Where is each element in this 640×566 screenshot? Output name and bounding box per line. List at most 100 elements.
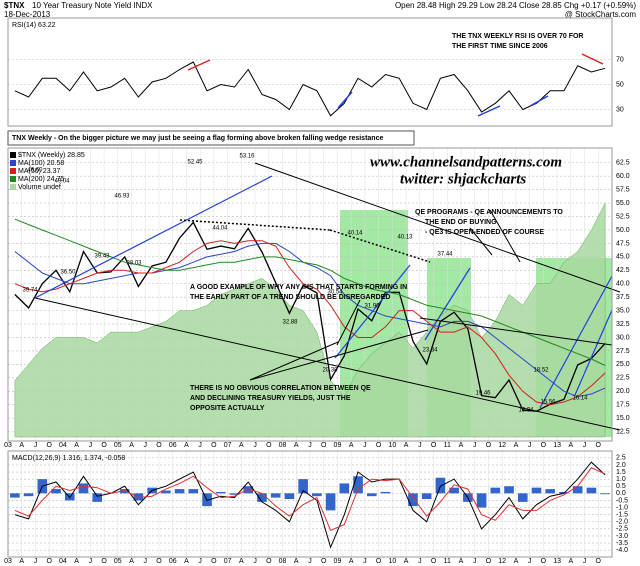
x-tick-label: J bbox=[528, 442, 532, 449]
note-box bbox=[7, 130, 415, 146]
histogram-bar bbox=[504, 486, 514, 494]
histogram-bar bbox=[51, 489, 61, 494]
x-tick-label: J bbox=[583, 558, 587, 565]
legend-swatch bbox=[10, 168, 16, 174]
point-label: 39.43 bbox=[94, 254, 110, 260]
histogram-bar bbox=[449, 487, 459, 494]
point-label: 37.44 bbox=[437, 252, 453, 258]
y-tick-label: 55.0 bbox=[616, 200, 630, 207]
annotation: - QE3 IS OPEN-ENDED OF COURSE bbox=[425, 229, 544, 236]
y-tick-label: 42.5 bbox=[616, 267, 630, 274]
point-label: 31.96 bbox=[364, 304, 380, 310]
trendlines bbox=[7, 53, 621, 431]
x-tick-label: 11 bbox=[444, 442, 451, 449]
x-tick-label: O bbox=[541, 558, 547, 565]
y-tick-label: 22.5 bbox=[616, 375, 630, 382]
histogram-bar bbox=[257, 493, 267, 502]
histogram-bar bbox=[243, 486, 254, 494]
x-tick-label: O bbox=[101, 558, 107, 565]
histogram-bar bbox=[78, 483, 89, 494]
point-label: 46.93 bbox=[114, 194, 130, 200]
line bbox=[14, 240, 606, 406]
x-tick-label: O bbox=[486, 442, 492, 449]
panel-frame bbox=[7, 147, 613, 442]
line bbox=[14, 242, 606, 398]
arrow bbox=[469, 227, 493, 256]
y-tick-label: 50.0 bbox=[616, 227, 630, 234]
plot bbox=[7, 59, 612, 557]
histogram-bar bbox=[215, 491, 226, 494]
x-tick-label: J bbox=[418, 558, 422, 565]
y-tick-label: 0.5 bbox=[616, 483, 626, 490]
date: 18-Dec-2013 bbox=[4, 10, 51, 19]
y-tick-label: 1.5 bbox=[616, 469, 626, 476]
y-tick-label: -4.0 bbox=[616, 547, 628, 554]
line bbox=[14, 61, 606, 117]
x-tick-label: 08 bbox=[279, 442, 287, 449]
histogram-bar bbox=[325, 493, 336, 511]
x-tick-label: 11 bbox=[444, 558, 451, 565]
x-tick-label: 12 bbox=[498, 442, 506, 449]
wedge-line bbox=[34, 297, 621, 431]
histogram-bar bbox=[161, 490, 171, 494]
legend-swatch bbox=[10, 176, 16, 182]
x-tick-label: 07 bbox=[224, 558, 232, 565]
histogram-bar bbox=[312, 493, 322, 497]
y-tick-label: 45.0 bbox=[616, 254, 630, 261]
x-tick-label: 08 bbox=[279, 558, 287, 565]
histogram-bar bbox=[531, 487, 542, 494]
histogram-bar bbox=[119, 489, 130, 494]
histogram-bar bbox=[92, 493, 103, 502]
histogram-bar bbox=[23, 493, 34, 497]
point-label: 18.52 bbox=[533, 368, 549, 374]
x-tick-label: O bbox=[376, 442, 382, 449]
y-tick-label: 15.0 bbox=[616, 415, 630, 422]
y-tick-label: -2.5 bbox=[616, 526, 628, 533]
x-tick-label: O bbox=[486, 558, 492, 565]
rsi-arrow bbox=[477, 105, 501, 117]
histogram-bar bbox=[517, 493, 528, 502]
point-label: 46.60 bbox=[27, 168, 43, 174]
x-tick-label: O bbox=[211, 558, 217, 565]
x-tick-label: 12 bbox=[498, 558, 506, 565]
panel-title: RSI(14) 63.22 bbox=[12, 22, 56, 29]
panel-title: MACD(12,26,9) 1.316, 1.374, -0.058 bbox=[12, 455, 125, 462]
x-tick-label: 10 bbox=[388, 442, 396, 449]
point-label: 40.14 bbox=[347, 231, 363, 237]
annotation: THE EARLY PART OF A TREND SHOULD BE DISR… bbox=[190, 294, 390, 301]
x-tick-label: O bbox=[321, 558, 327, 565]
x-tick-label: A bbox=[74, 558, 79, 565]
x-tick-label: 13 bbox=[553, 442, 561, 449]
x-tick-label: A bbox=[568, 442, 573, 449]
arrow bbox=[249, 329, 429, 381]
histogram-bar bbox=[600, 493, 610, 495]
trend-line bbox=[424, 267, 471, 341]
point-label: 52.45 bbox=[187, 160, 203, 166]
x-tick-label: J bbox=[34, 558, 38, 565]
histogram-bar bbox=[476, 493, 487, 508]
line bbox=[14, 221, 606, 412]
line bbox=[14, 467, 606, 531]
annotation: OPPOSITE ACTUALLY bbox=[190, 405, 265, 412]
x-tick-label: O bbox=[321, 442, 327, 449]
flag-line bbox=[419, 317, 613, 346]
x-tick-label: 07 bbox=[224, 442, 232, 449]
x-tick-label: A bbox=[514, 558, 519, 565]
x-tick-label: J bbox=[473, 558, 477, 565]
histogram-bar bbox=[572, 486, 583, 494]
histogram-bar bbox=[188, 489, 199, 494]
histogram-bar bbox=[408, 493, 418, 507]
x-tick-label: J bbox=[473, 442, 477, 449]
panel-frame bbox=[7, 450, 613, 558]
arrow bbox=[336, 299, 361, 346]
y-tick-label: 37.5 bbox=[616, 294, 630, 301]
x-tick-label: O bbox=[46, 558, 52, 565]
y-tick-label: 30.0 bbox=[616, 334, 630, 341]
trend-line bbox=[334, 264, 411, 359]
y-tick-label: 27.5 bbox=[616, 348, 630, 355]
histogram-bar bbox=[586, 487, 597, 494]
y-tick-label: 20.0 bbox=[616, 388, 630, 395]
annotation: TNX Weekly - On the bigger picture we ma… bbox=[12, 135, 383, 142]
line bbox=[14, 461, 606, 549]
x-tick-label: A bbox=[568, 558, 573, 565]
